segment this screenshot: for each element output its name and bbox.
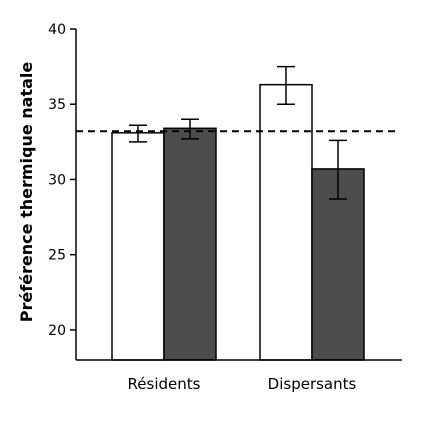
bars-layer xyxy=(111,83,365,361)
y-tick-label: 40 xyxy=(48,22,66,38)
error-bars-layer xyxy=(129,65,347,200)
y-tick-label: 20 xyxy=(48,323,66,339)
y-axis-title: Préférence thermique natale xyxy=(17,62,36,323)
bar-dispersants-1 xyxy=(259,83,313,361)
x-category-label: Dispersants xyxy=(268,375,357,393)
bar-résidents-2 xyxy=(163,127,217,361)
y-tick-label: 25 xyxy=(48,248,66,264)
x-labels-layer: Résidents Dispersants xyxy=(128,375,357,393)
y-tick-label: 35 xyxy=(48,97,66,113)
x-category-label: Résidents xyxy=(128,375,201,393)
bar-résidents-1 xyxy=(111,132,165,361)
y-ticks-layer: 20 25 30 35 40 xyxy=(48,22,76,339)
y-tick-label: 30 xyxy=(48,172,66,188)
bar-dispersants-2 xyxy=(311,168,365,361)
